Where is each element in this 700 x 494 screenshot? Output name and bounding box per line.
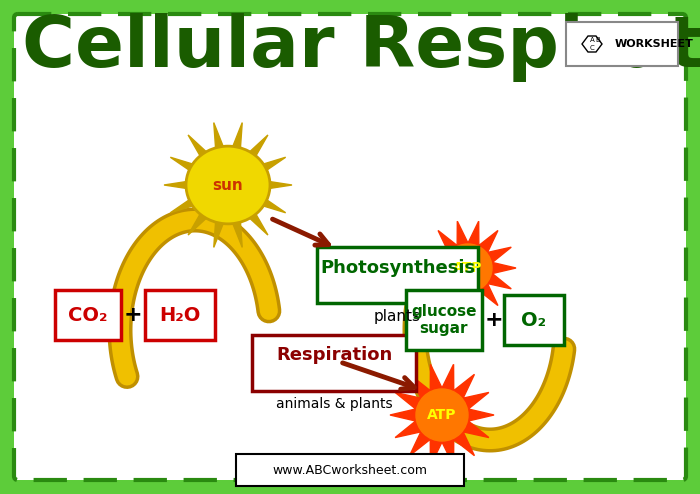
Polygon shape [244,135,268,164]
Polygon shape [230,214,242,247]
Polygon shape [170,157,202,176]
Text: WORKSHEET: WORKSHEET [615,39,694,49]
FancyBboxPatch shape [145,290,215,340]
Polygon shape [390,364,494,466]
FancyBboxPatch shape [406,290,482,350]
Text: +: + [124,305,142,325]
Text: ATP: ATP [427,408,456,422]
Polygon shape [188,135,212,164]
FancyBboxPatch shape [504,295,564,345]
Text: B: B [596,37,601,43]
Polygon shape [230,123,242,156]
Circle shape [444,244,492,292]
Text: H₂O: H₂O [160,305,201,325]
Text: animals & plants: animals & plants [276,397,392,411]
Text: www.ABCworksheet.com: www.ABCworksheet.com [272,463,428,477]
FancyBboxPatch shape [317,247,478,303]
Text: sun: sun [213,177,244,193]
Polygon shape [164,180,197,190]
FancyBboxPatch shape [566,22,678,66]
Polygon shape [244,206,268,235]
FancyBboxPatch shape [14,14,686,480]
Text: Respiration: Respiration [276,346,392,364]
Text: plants: plants [374,308,421,324]
Text: +: + [484,310,503,330]
FancyBboxPatch shape [236,454,464,486]
Polygon shape [260,180,292,190]
Text: glucose
sugar: glucose sugar [412,304,477,336]
Text: Cellular Respiration: Cellular Respiration [22,13,700,82]
Text: A
C: A C [589,38,594,50]
FancyBboxPatch shape [55,290,121,340]
Polygon shape [214,123,226,156]
Polygon shape [582,36,602,52]
Polygon shape [420,221,516,315]
FancyBboxPatch shape [252,335,416,391]
Text: CO₂: CO₂ [69,305,108,325]
Text: Photosynthesis: Photosynthesis [320,259,475,277]
Circle shape [416,389,468,441]
Ellipse shape [186,146,270,224]
Polygon shape [170,194,202,213]
Text: ATP: ATP [454,261,483,275]
Polygon shape [254,157,286,176]
Polygon shape [214,214,226,247]
Text: O₂: O₂ [522,311,547,329]
Polygon shape [254,194,286,213]
Polygon shape [188,206,212,235]
